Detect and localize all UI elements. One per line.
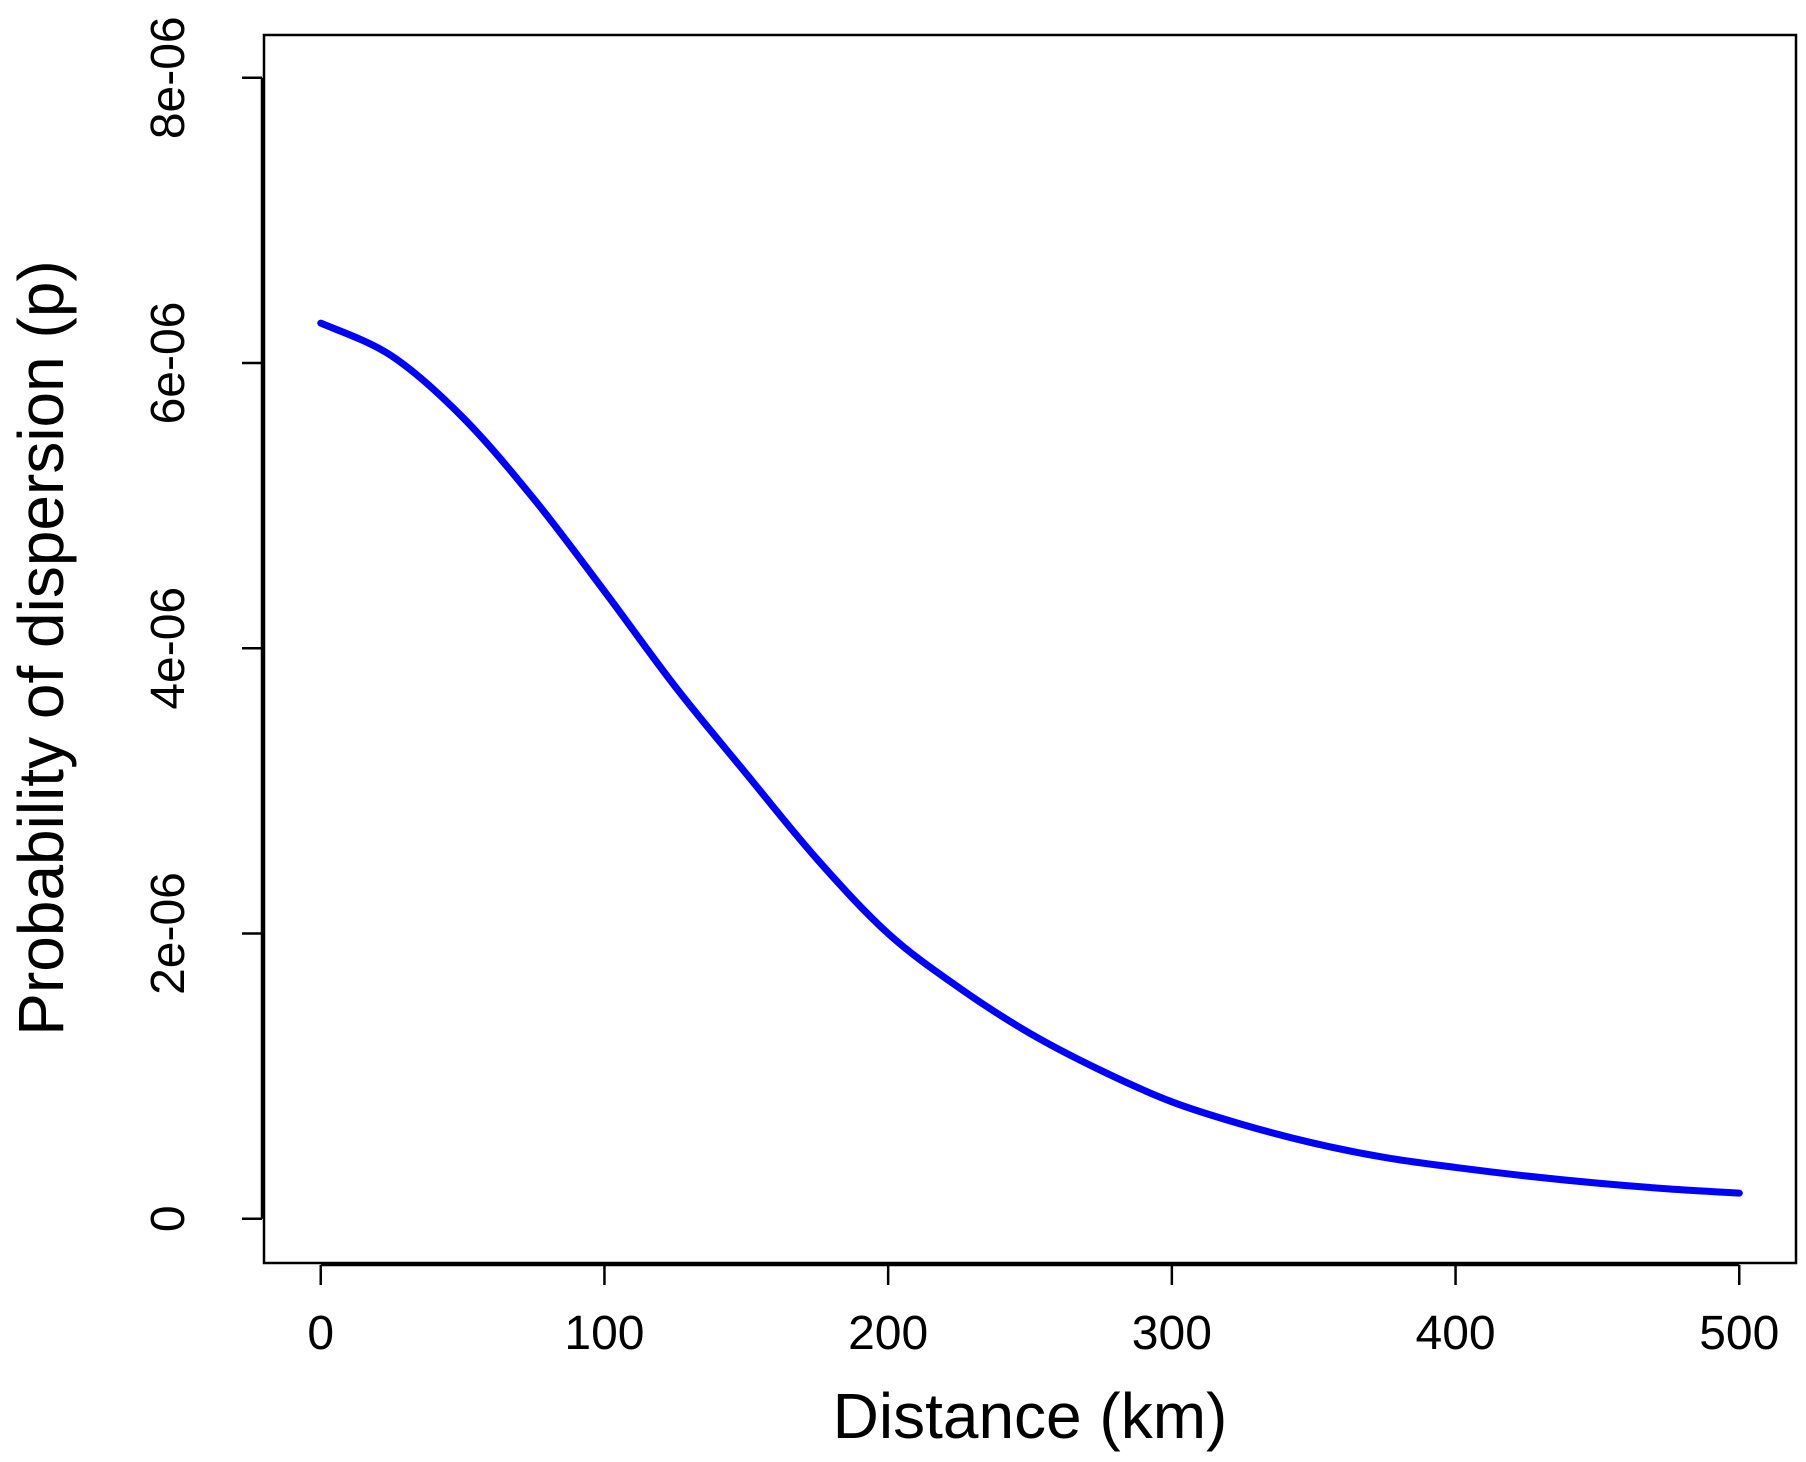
y-tick-label: 4e-06 (142, 587, 195, 710)
x-tick-label: 0 (307, 1307, 334, 1360)
series-line (317, 319, 1743, 1197)
x-tick-label: 400 (1416, 1307, 1496, 1360)
series-layer (317, 319, 1743, 1197)
y-axis-label: Probability of dispersion (p) (5, 260, 77, 1035)
y-tick-label: 6e-06 (142, 302, 195, 425)
x-tick-label: 300 (1132, 1307, 1212, 1360)
x-tick-label: 200 (848, 1307, 928, 1360)
y-tick-label: 8e-06 (142, 16, 195, 139)
x-tick-label: 100 (564, 1307, 644, 1360)
x-axis-label: Distance (km) (833, 1380, 1228, 1452)
y-tick-label: 2e-06 (142, 872, 195, 995)
y-tick-label: 0 (142, 1205, 195, 1232)
y-axis: 0 2e-06 4e-06 6e-06 8e-06 (142, 16, 264, 1232)
plot-frame (262, 33, 1798, 1265)
x-axis: 0 100 200 300 400 500 (307, 1263, 1779, 1360)
x-tick-label: 500 (1699, 1307, 1779, 1360)
